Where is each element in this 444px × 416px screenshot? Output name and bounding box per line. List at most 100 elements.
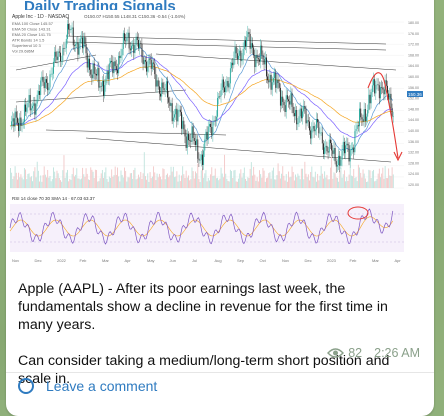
candle-body [313, 126, 315, 132]
candle-body [105, 78, 107, 86]
chart-header-title: Apple Inc · 1D · NASDAQ [12, 14, 69, 20]
volume-bar [288, 171, 290, 188]
candle-body [227, 80, 229, 88]
volume-bar [375, 180, 377, 188]
forecast-arrow [367, 72, 399, 159]
candle-body [277, 79, 279, 84]
candle-body [16, 117, 18, 123]
volume-bar [298, 175, 300, 188]
volume-bar [119, 181, 121, 188]
volume-bar [160, 176, 162, 188]
candle-body [199, 160, 201, 161]
volume-bar [19, 177, 21, 188]
volume-bar [154, 172, 156, 188]
volume-bar [229, 169, 231, 188]
volume-bar [57, 173, 59, 188]
volume-bar [347, 181, 349, 188]
volume-bar [131, 173, 132, 188]
volume-bar [192, 171, 194, 188]
volume-bar [318, 180, 320, 188]
candle-body [191, 126, 193, 142]
volume-bar [68, 181, 70, 188]
volume-bar [227, 180, 229, 188]
candle-body [306, 120, 308, 124]
candle-body [68, 23, 70, 30]
volume-bar [324, 171, 326, 188]
volume-bar [77, 178, 79, 188]
candle-body [263, 59, 265, 65]
volume-bar [71, 174, 73, 188]
volume-bar [177, 181, 179, 188]
candle-body [342, 141, 344, 152]
candle-body [213, 120, 215, 122]
candle-body [332, 150, 334, 154]
volume-bar [363, 173, 365, 188]
volume-bar [27, 173, 29, 188]
candle-body [72, 27, 74, 46]
volume-bar [371, 171, 373, 188]
volume-bars [10, 152, 394, 188]
candle-body [204, 139, 206, 151]
candle-body [97, 67, 99, 76]
volume-bar [161, 179, 163, 188]
candle-body [257, 57, 259, 60]
volume-bar [78, 178, 80, 188]
candle-body [310, 130, 312, 139]
candle-body [33, 103, 35, 106]
view-count: 82 [348, 346, 363, 360]
volume-bar [325, 177, 327, 188]
volume-bar [153, 166, 155, 188]
volume-bar [382, 167, 384, 188]
volume-bar [60, 180, 61, 188]
candle-body [203, 150, 205, 165]
price-axis-label: 160.00 [408, 75, 419, 79]
price-axis-label: 148.00 [408, 107, 419, 111]
candle-body [85, 43, 87, 54]
volume-bar [343, 170, 345, 188]
price-axis-label: 132.00 [408, 151, 419, 155]
candle-body [219, 96, 221, 97]
trend-line [65, 41, 387, 51]
candle-body [147, 66, 149, 72]
candle-body [383, 89, 385, 95]
volume-bar [253, 166, 255, 188]
candle-body [305, 108, 307, 124]
volume-bar [150, 178, 152, 188]
volume-bar [326, 174, 328, 188]
volume-bar [64, 177, 66, 188]
candle-body [328, 139, 330, 153]
candle-body [113, 61, 115, 74]
volume-bar [118, 176, 120, 188]
candle-body [364, 109, 366, 122]
candle-body [321, 132, 323, 144]
volume-bar [260, 174, 262, 188]
candle-body [303, 106, 305, 112]
volume-bar [87, 179, 89, 188]
chart-image[interactable]: Apple Inc · 1D · NASDAQ O150.07 H150.55 … [6, 10, 434, 268]
candle-body [324, 147, 326, 155]
candle-body [47, 82, 49, 91]
candle-body [64, 48, 66, 49]
message-paragraph-1: Apple (AAPL) - After its poor earnings l… [18, 281, 388, 333]
volume-bar [255, 180, 257, 188]
volume-bar [228, 181, 230, 188]
volume-bar [114, 166, 116, 188]
volume-bar [56, 170, 58, 188]
chart-header-quote: O150.07 H150.55 L148.31 C150.36 -0.54 (-… [84, 14, 186, 19]
candle-body [126, 37, 128, 42]
ema-50-line [9, 55, 393, 139]
leave-comment-button[interactable]: Leave a comment [18, 378, 157, 394]
candle-body [362, 119, 364, 122]
candle-body [189, 140, 191, 141]
volume-bar [110, 177, 111, 188]
candle-body [163, 88, 165, 91]
candle-body [138, 39, 139, 49]
candle-body [331, 143, 333, 151]
candle-body [286, 95, 288, 100]
candle-body [141, 43, 143, 58]
volume-bar [14, 166, 16, 188]
candle-body [333, 148, 335, 154]
volume-bar [356, 181, 358, 188]
candle-body [188, 134, 189, 141]
comment-icon [18, 378, 34, 394]
